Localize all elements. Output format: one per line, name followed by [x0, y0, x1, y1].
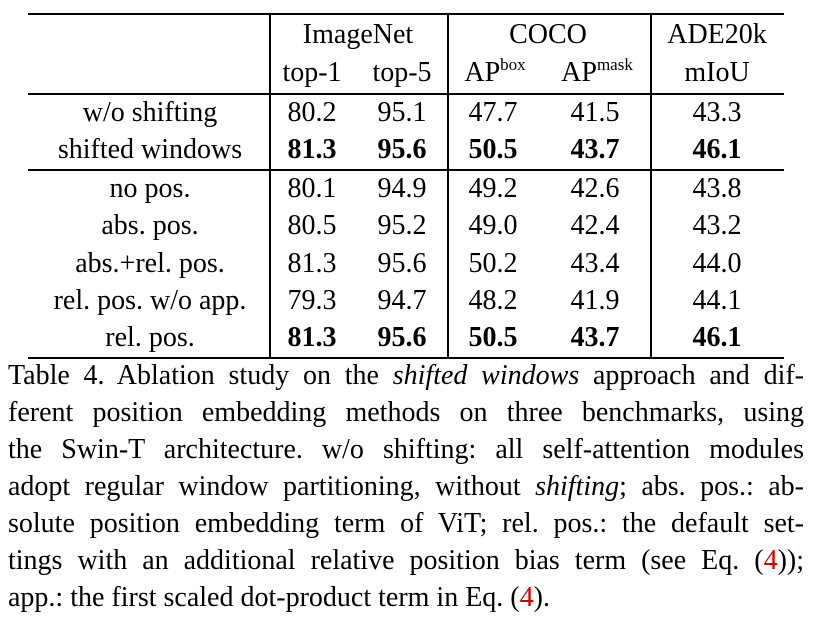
caption-emphasis: shifting — [535, 471, 620, 502]
cell-apbox: 49.2 — [468, 173, 518, 204]
caption-line-4: adopt regular window partitioning, witho… — [8, 468, 804, 505]
cell-top5: 95.6 — [377, 134, 427, 165]
cell-apbox: 47.7 — [468, 97, 518, 128]
cell-apmask: 41.5 — [570, 97, 620, 128]
caption-line-5: solute position embedding term of ViT; r… — [8, 508, 804, 539]
cell-apbox: 50.5 — [468, 134, 518, 165]
top-rule — [28, 13, 784, 15]
cell-apbox: 50.2 — [468, 248, 518, 279]
header-apbox-sup: box — [500, 55, 526, 74]
caption-emphasis: shifted windows — [392, 360, 580, 391]
cell-top1: 79.3 — [287, 285, 337, 316]
equation-reference-link[interactable]: 4 — [763, 545, 778, 576]
header-top1: top-1 — [282, 57, 342, 88]
cell-top1: 80.5 — [287, 210, 337, 241]
mid-rule — [28, 169, 784, 171]
header-apmask-base: AP — [561, 57, 597, 88]
header-apbox: APbox — [464, 56, 525, 88]
row-label: w/o shifting — [82, 97, 218, 128]
cell-miou: 43.8 — [692, 173, 742, 204]
header-apbox-base: AP — [464, 57, 501, 88]
header-apmask: APmask — [561, 56, 633, 88]
cell-top5: 95.6 — [377, 322, 427, 353]
caption-text: approach and dif- — [579, 360, 804, 391]
header-apmask-sup: mask — [596, 55, 633, 74]
header-ade20k: ADE20k — [667, 19, 767, 50]
header-imagenet: ImageNet — [302, 19, 414, 50]
row-label: rel. pos. — [105, 322, 195, 353]
cell-apmask: 42.6 — [570, 173, 620, 204]
caption-text: tings with an additional relative positi… — [8, 545, 764, 576]
row-label: abs. pos. — [101, 210, 199, 241]
cell-apmask: 43.4 — [570, 248, 620, 279]
caption-text: ; abs. pos.: ab- — [619, 471, 804, 502]
row-label: abs.+rel. pos. — [75, 248, 225, 279]
bottom-rule — [28, 357, 784, 359]
cell-top1: 80.2 — [287, 97, 337, 128]
cell-apbox: 50.5 — [468, 322, 518, 353]
cell-apmask: 42.4 — [570, 210, 620, 241]
equation-reference-link[interactable]: 4 — [519, 582, 534, 613]
row-label: shifted windows — [57, 134, 243, 165]
cell-apbox: 49.0 — [468, 210, 518, 241]
caption-text: app.: the first scaled dot-product term … — [8, 582, 520, 613]
cell-apmask: 41.9 — [570, 285, 620, 316]
row-label: rel. pos. w/o app. — [53, 285, 247, 316]
cell-miou: 44.1 — [692, 285, 742, 316]
cell-miou: 44.0 — [692, 248, 742, 279]
caption-line-6: tings with an additional relative positi… — [8, 542, 804, 579]
col-separator-3 — [650, 14, 652, 358]
cell-top5: 95.2 — [377, 210, 427, 241]
caption-text: Table 4. Ablation study on the — [8, 360, 393, 391]
cell-apmask: 43.7 — [570, 134, 620, 165]
caption-line-3: the Swin-T architecture. w/o shifting: a… — [8, 434, 804, 465]
caption-text: ). — [533, 582, 550, 613]
cell-top1: 80.1 — [287, 173, 337, 204]
col-separator-1 — [269, 14, 271, 358]
header-coco: COCO — [509, 19, 587, 50]
cell-top1: 81.3 — [287, 322, 337, 353]
cell-miou: 46.1 — [692, 134, 742, 165]
cell-top5: 95.1 — [377, 97, 427, 128]
cell-miou: 43.3 — [692, 97, 742, 128]
cell-top1: 81.3 — [287, 134, 337, 165]
cell-apbox: 48.2 — [468, 285, 518, 316]
cell-miou: 43.2 — [692, 210, 742, 241]
col-separator-2 — [447, 14, 449, 358]
header-miou: mIoU — [684, 57, 750, 88]
header-top5: top-5 — [372, 57, 432, 88]
table-caption: Table 4. Ablation study on the shifted w… — [8, 357, 804, 616]
caption-line-1: Table 4. Ablation study on the shifted w… — [8, 357, 804, 394]
caption-line-2: ferent position embedding methods on thr… — [8, 397, 804, 428]
caption-text: adopt regular window partitioning, witho… — [8, 471, 536, 502]
cell-top5: 94.9 — [377, 173, 427, 204]
header-rule — [28, 93, 784, 95]
cell-apmask: 43.7 — [570, 322, 620, 353]
cell-top5: 94.7 — [377, 285, 427, 316]
cell-miou: 46.1 — [692, 322, 742, 353]
row-label: no pos. — [109, 173, 191, 204]
cell-top1: 81.3 — [287, 248, 337, 279]
caption-text: )); — [777, 545, 804, 576]
caption-line-7: app.: the first scaled dot-product term … — [8, 579, 804, 616]
cell-top5: 95.6 — [377, 248, 427, 279]
